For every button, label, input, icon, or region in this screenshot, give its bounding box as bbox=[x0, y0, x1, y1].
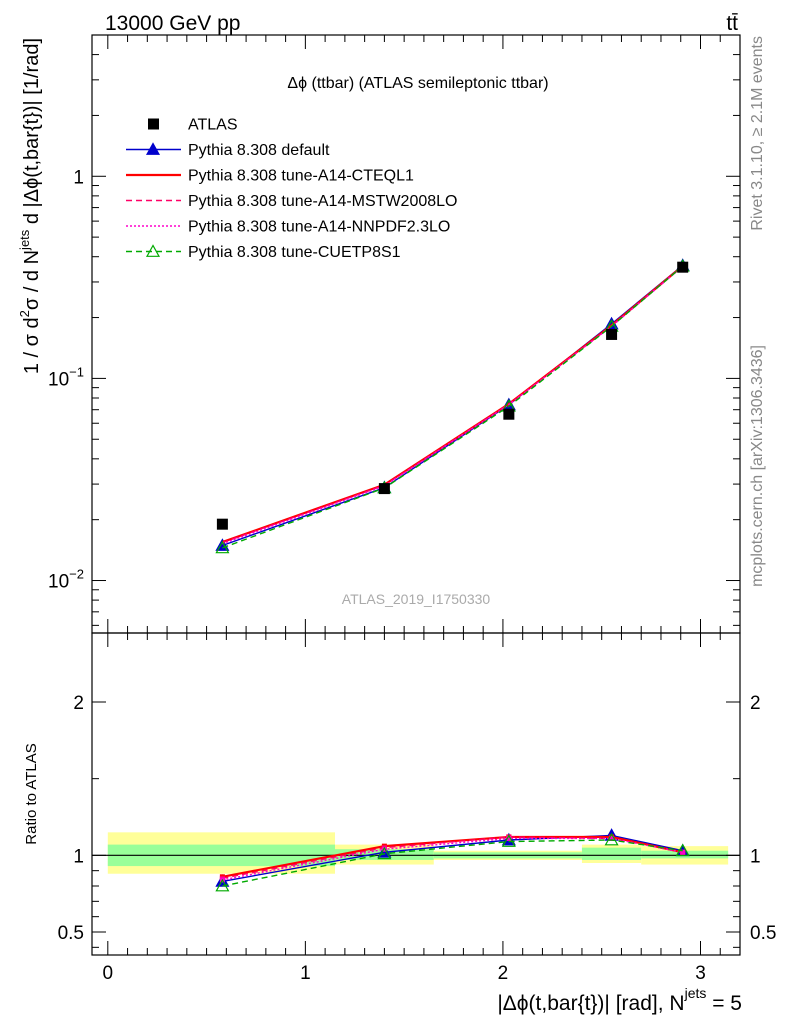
data-point bbox=[503, 408, 515, 420]
x-label-sup: jets bbox=[684, 985, 707, 1001]
ratio-y-tick-label-right: 0.5 bbox=[750, 923, 776, 944]
ratio-y-tick-label: 2 bbox=[73, 693, 84, 714]
x-tick-label: 1 bbox=[300, 963, 311, 984]
uncertainty-bands bbox=[92, 832, 740, 874]
y-tick-label: 10−2 bbox=[48, 567, 84, 593]
ratio-y-tick-label: 0.5 bbox=[58, 923, 84, 944]
series-point bbox=[215, 540, 230, 554]
series-line bbox=[222, 265, 684, 545]
legend-item: ATLAS bbox=[148, 117, 238, 134]
data-point bbox=[216, 518, 228, 530]
y-tick-base: 1 bbox=[73, 167, 84, 188]
legend-item: Pythia 8.308 tune-A14-MSTW2008LO bbox=[126, 193, 457, 210]
energy-label: 13000 GeV pp bbox=[105, 12, 240, 35]
legend-label: Pythia 8.308 default bbox=[188, 142, 330, 159]
ratio-series-point bbox=[609, 835, 615, 841]
legend-label: Pythia 8.308 tune-A14-NNPDF2.3LO bbox=[188, 219, 450, 236]
ratio-axes: 0.5 0.5 1 1 2 2 0 1 2 3 bbox=[58, 633, 776, 984]
legend-marker bbox=[145, 142, 161, 155]
data-point bbox=[606, 328, 618, 340]
y-label-sup-2: jets bbox=[17, 229, 32, 251]
rivet-version-label: Rivet 3.1.10, ≥ 2.1M events bbox=[749, 36, 766, 231]
legend-item: Pythia 8.308 default bbox=[126, 142, 330, 159]
y-tick-base: 10 bbox=[48, 572, 69, 593]
ratio-series-point bbox=[215, 878, 230, 892]
ratio-series-line bbox=[222, 839, 683, 887]
legend-item: Pythia 8.308 tune-CUETP8S1 bbox=[126, 244, 401, 261]
main-y-axis-label: 1 / σ d2σ / d Njets d |Δϕ(t,bar{t})| [1/… bbox=[17, 38, 43, 374]
ratio-series-point bbox=[377, 846, 392, 860]
x-tick-label: 3 bbox=[695, 963, 706, 984]
ratio-series-point bbox=[680, 849, 686, 855]
series-line bbox=[222, 264, 684, 547]
y-tick-base: 10 bbox=[48, 369, 69, 390]
ratio-panel-frame bbox=[91, 632, 741, 956]
series-line bbox=[222, 265, 684, 544]
ratio-y-tick-label-right: 1 bbox=[750, 846, 761, 867]
ratio-y-axis-label: Ratio to ATLAS bbox=[23, 743, 40, 844]
main-series-layer bbox=[215, 258, 690, 554]
legend-label: Pythia 8.308 tune-A14-MSTW2008LO bbox=[188, 193, 457, 210]
y-label-part-2: σ / d N bbox=[21, 250, 43, 310]
x-tick-label: 0 bbox=[103, 963, 114, 984]
legend-item: Pythia 8.308 tune-A14-NNPDF2.3LO bbox=[126, 219, 450, 236]
y-label-part-1: 1 / σ d bbox=[21, 317, 43, 374]
x-tick-label: 2 bbox=[498, 963, 509, 984]
y-tick-label: 10−1 bbox=[48, 364, 84, 390]
series-line bbox=[222, 265, 684, 544]
process-label: tt̄ bbox=[726, 12, 738, 35]
ratio-series-point bbox=[501, 834, 516, 847]
x-label-part-1: |Δϕ(t,bar{t})| [rad], N bbox=[497, 992, 684, 1015]
ratio-series-point bbox=[506, 835, 512, 841]
y-tick-label: 1 bbox=[73, 167, 84, 188]
ratio-series-layer bbox=[215, 828, 690, 892]
data-point bbox=[677, 261, 689, 273]
x-label-part-2: = 5 bbox=[706, 992, 742, 1015]
legend-marker bbox=[145, 244, 161, 257]
analysis-watermark: ATLAS_2019_I1750330 bbox=[342, 591, 491, 607]
source-label: mcplots.cern.ch [arXiv:1306.3436] bbox=[749, 345, 766, 587]
legend-item: Pythia 8.308 tune-A14-CTEQL1 bbox=[126, 168, 414, 185]
stat-uncertainty-band bbox=[581, 847, 642, 860]
legend-label: Pythia 8.308 tune-A14-CTEQL1 bbox=[188, 168, 414, 185]
legend-label: ATLAS bbox=[188, 117, 238, 134]
main-y-axis: 10−210−11 bbox=[48, 34, 741, 633]
main-chart-title: Δϕ (ttbar) (ATLAS semileptonic ttbar) bbox=[287, 75, 548, 92]
main-panel: Δϕ (ttbar) (ATLAS semileptonic ttbar) 10… bbox=[17, 34, 741, 634]
series-line bbox=[222, 265, 684, 549]
legend-label: Pythia 8.308 tune-CUETP8S1 bbox=[188, 244, 401, 261]
y-label-part-3: d |Δϕ(t,bar{t})| [1/rad] bbox=[21, 38, 43, 230]
y-tick-exponent: −1 bbox=[69, 364, 84, 379]
y-tick-exponent: −2 bbox=[69, 567, 84, 582]
legend: ATLAS Pythia 8.308 default Pythia 8.308 tu… bbox=[126, 117, 457, 261]
ratio-y-tick-label-right: 2 bbox=[750, 693, 761, 714]
legend-data-marker bbox=[148, 118, 159, 130]
data-point bbox=[378, 483, 390, 495]
x-axis-label: |Δϕ(t,bar{t})| [rad], Njets = 5 bbox=[497, 985, 742, 1015]
ratio-series-point bbox=[604, 832, 619, 846]
ratio-series-point bbox=[381, 846, 387, 852]
ratio-series-point bbox=[675, 843, 690, 857]
ratio-y-tick-label: 1 bbox=[73, 846, 84, 867]
y-label-sup-1: 2 bbox=[17, 310, 32, 317]
ratio-panel: 0.5 0.5 1 1 2 2 0 1 2 3 Ratio to ATLAS |Δϕ(t,bar{… bbox=[23, 632, 776, 1015]
